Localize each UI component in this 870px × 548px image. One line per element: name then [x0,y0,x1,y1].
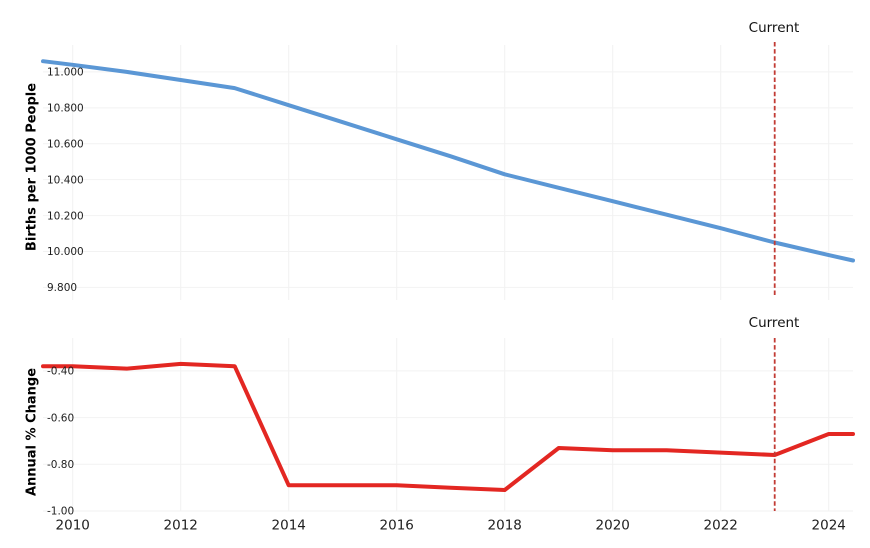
y-tick-label: -0.80 [47,459,74,471]
x-tick-label: 2010 [56,518,90,534]
top-y-axis-title: Births per 1000 People [24,82,40,252]
x-tick-label: 2016 [380,518,414,534]
annual-percent-change-line [41,361,855,492]
y-tick-label: -0.40 [47,366,74,378]
x-tick-label: 2024 [812,518,846,534]
x-tick-label: 2012 [164,518,198,534]
y-tick-label: 10.800 [47,103,84,115]
x-tick-label: 2022 [704,518,738,534]
x-tick-label: 2014 [272,518,306,534]
y-tick-label: 10.400 [47,174,84,186]
y-tick-label: -1.00 [47,506,74,518]
y-tick-label: -0.60 [47,412,74,424]
y-tick-label: 10.200 [47,210,84,222]
x-tick-label: 2018 [488,518,522,534]
y-tick-label: 11.000 [47,67,84,79]
births-per-1000-people-line [41,59,855,263]
bottom-y-axis-title: Annual % Change [24,367,40,497]
bottom-current-annotation: Current [748,315,800,331]
y-tick-label: 9.800 [47,282,77,294]
y-tick-label: 10.000 [47,246,84,258]
x-tick-label: 2020 [596,518,630,534]
y-tick-label: 10.600 [47,138,84,150]
top-current-annotation: Current [748,20,800,36]
